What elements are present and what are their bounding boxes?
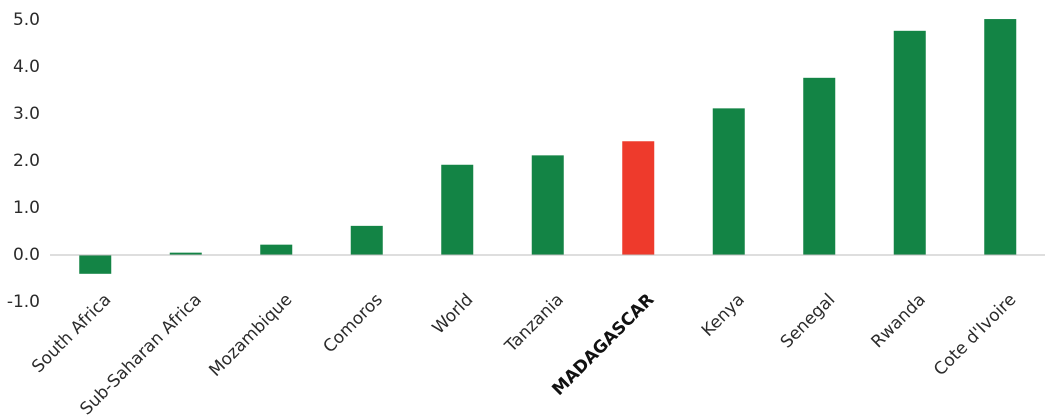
y-tick-label: 2.0: [13, 151, 40, 171]
y-axis: -1.0 0.0 1.0 2.0 3.0 4.0 5.0: [7, 10, 40, 312]
y-tick-label: -1.0: [7, 292, 40, 312]
x-tick-label-rwanda: Rwanda: [867, 290, 929, 352]
y-tick-label: 0.0: [13, 245, 40, 265]
x-tick-label-cote-d-ivoire: Cote d'Ivoire: [930, 290, 1020, 380]
bar-senegal: [803, 77, 836, 255]
bar-mozambique: [260, 244, 293, 255]
bar-comoros: [350, 225, 383, 255]
bar-world: [441, 164, 474, 255]
bar-cote-d-ivoire: [984, 19, 1017, 256]
y-tick-label: 1.0: [13, 198, 40, 218]
y-tick-label: 5.0: [13, 10, 40, 30]
x-tick-label-kenya: Kenya: [698, 290, 749, 341]
bar-kenya: [712, 108, 745, 255]
bar-madagascar: [622, 141, 655, 255]
x-tick-label-comoros: Comoros: [320, 290, 387, 357]
x-tick-label-south-africa: South Africa: [28, 290, 115, 377]
bar-sub-saharan-africa: [169, 252, 202, 255]
y-tick-label: 4.0: [13, 57, 40, 77]
x-tick-label-mozambique: Mozambique: [205, 290, 296, 381]
x-tick-label-world: World: [429, 290, 478, 339]
y-tick-label: 3.0: [13, 104, 40, 124]
bar-south-africa: [79, 255, 112, 274]
x-tick-label-senegal: Senegal: [777, 290, 840, 353]
bar-tanzania: [531, 155, 564, 255]
x-tick-label-tanzania: Tanzania: [501, 290, 568, 357]
bars: [79, 19, 1017, 274]
bar-rwanda: [893, 30, 926, 256]
